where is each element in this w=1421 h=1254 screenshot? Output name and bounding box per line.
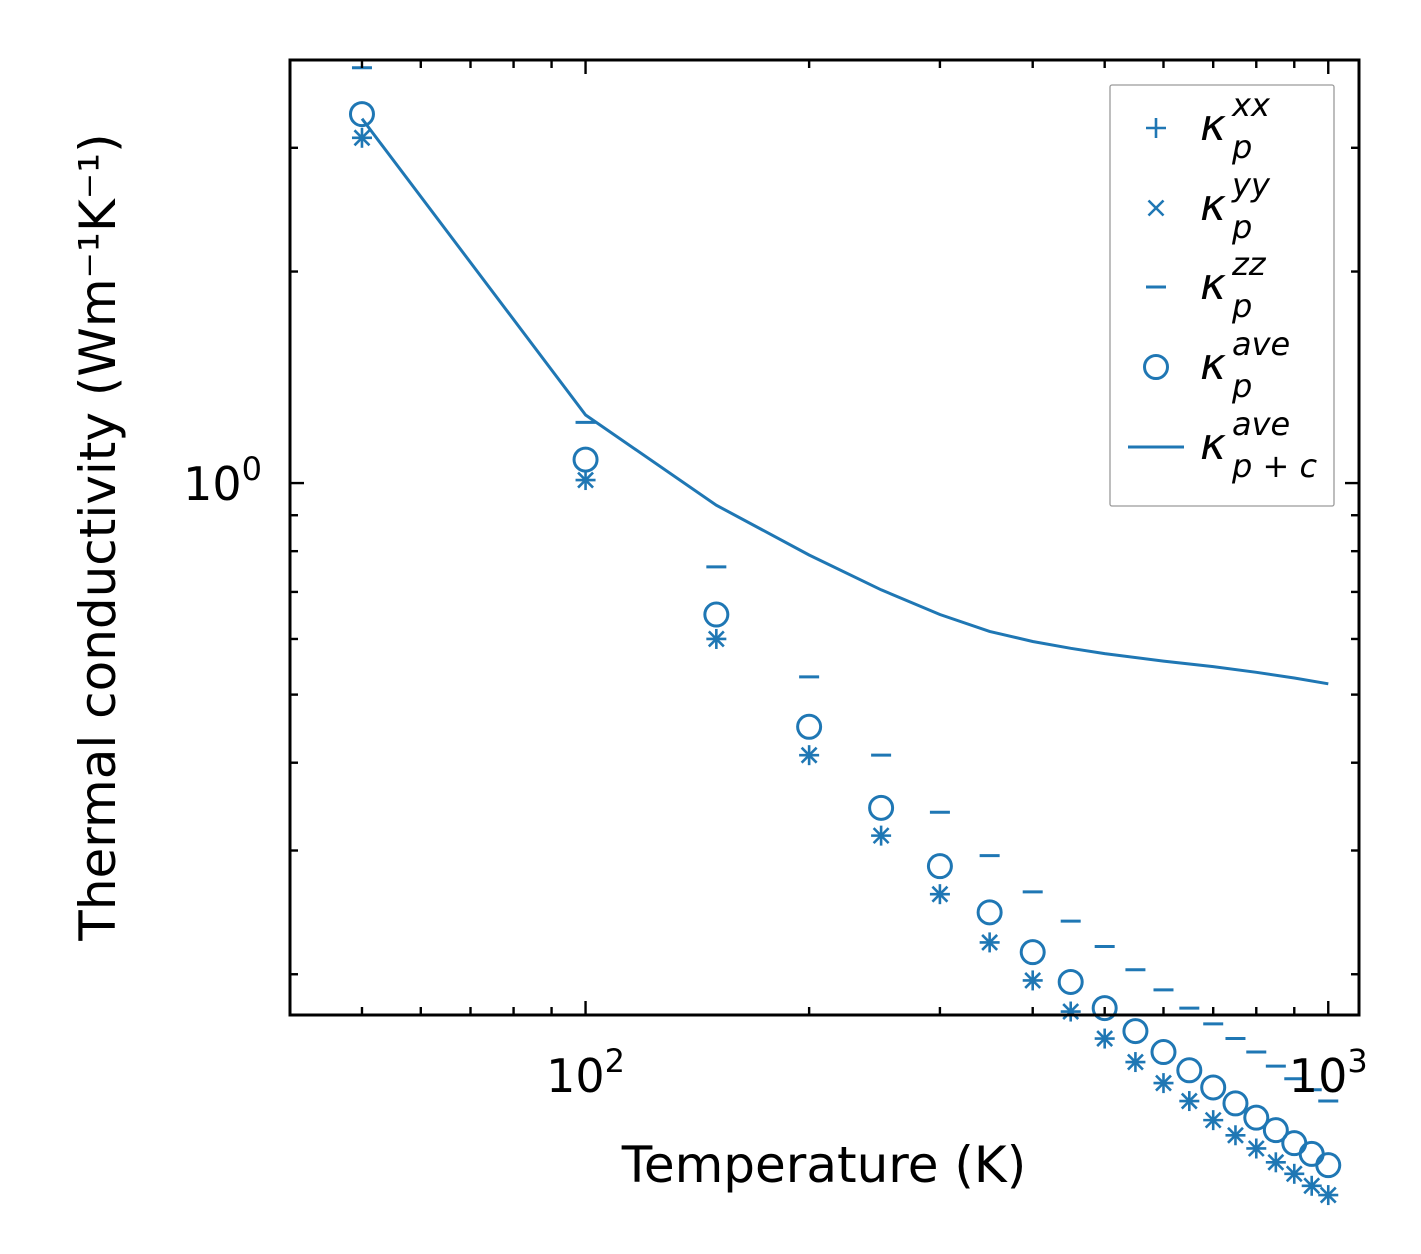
point-kave-450: [1057, 968, 1084, 995]
point-kave-800: [1243, 1104, 1270, 1131]
point-kyy-500: [1096, 1030, 1114, 1047]
point-kave-150: [703, 601, 730, 628]
point-kave-750: [1222, 1090, 1249, 1117]
legend: κ xx pκ yy pκ zz pκ ave pκ ave p + c: [1109, 84, 1335, 507]
point-kyy-650: [1180, 1092, 1198, 1110]
point-kyy-900: [1285, 1165, 1303, 1183]
legend-marker-plus: [1146, 118, 1166, 138]
point-kyy-950: [1303, 1177, 1321, 1195]
point-kyy-50: [353, 129, 371, 147]
y-tick-label-1: 100: [183, 450, 262, 511]
legend-label-kave: κ ave p: [1200, 325, 1290, 405]
point-kave-650: [1176, 1057, 1203, 1084]
legend-label-kzz: κ zz p: [1200, 245, 1267, 325]
point-kave-600: [1150, 1039, 1177, 1066]
legend-entry-kyy: κ yy p: [1147, 166, 1271, 246]
legend-entry-kxx: κ xx p: [1146, 86, 1271, 166]
x-tick-label-100: 102: [546, 1042, 625, 1103]
point-kave-350: [976, 899, 1003, 926]
point-kyy-300: [931, 885, 949, 903]
legend-label-kyy: κ yy p: [1200, 166, 1271, 246]
tick-labels: 102 103 100: [183, 450, 1368, 1103]
point-kave-500: [1091, 995, 1118, 1022]
point-kyy-850: [1267, 1153, 1285, 1171]
legend-entry-kave: κ ave p: [1143, 325, 1290, 405]
legend-entry-kzz: κ zz p: [1146, 245, 1267, 325]
legend-label-kxx: κ xx p: [1200, 86, 1271, 166]
point-kyy-1000: [1319, 1186, 1337, 1204]
point-kyy-200: [800, 746, 818, 764]
point-kave-200: [796, 713, 823, 740]
point-kyy-750: [1227, 1126, 1244, 1144]
point-kave-300: [926, 853, 953, 880]
legend-entry-kave_pc: κ ave p + c: [1128, 405, 1317, 485]
point-kyy-150: [707, 630, 725, 648]
point-kave-850: [1262, 1117, 1289, 1144]
point-kyy-550: [1127, 1053, 1144, 1071]
point-kave-1000: [1315, 1152, 1342, 1179]
point-kave-50: [348, 101, 375, 128]
point-kyy-400: [1024, 971, 1042, 989]
series-line-kave_pc: [360, 117, 1329, 686]
point-kyy-450: [1062, 1003, 1080, 1020]
x-axis-label: Temperature (K): [621, 1136, 1026, 1194]
point-kave-700: [1200, 1074, 1227, 1101]
point-kyy-800: [1247, 1140, 1265, 1157]
point-kave-550: [1122, 1018, 1149, 1045]
legend-marker-circle: [1143, 354, 1169, 380]
legend-frame: [1109, 84, 1335, 507]
legend-marker-x: [1147, 199, 1165, 217]
point-kave-400: [1019, 939, 1046, 966]
point-kyy-250: [872, 827, 890, 845]
point-kave-950: [1298, 1140, 1325, 1167]
point-kyy-700: [1204, 1111, 1222, 1129]
axes-frame: [288, 58, 1361, 1017]
point-kave-100: [572, 446, 599, 473]
point-kyy-350: [981, 933, 999, 951]
y-axis-label: Thermal conductivity (Wm⁻¹K⁻¹): [69, 133, 127, 941]
point-kyy-100: [577, 471, 594, 489]
x-tick-label-1000: 103: [1289, 1042, 1368, 1103]
point-kave-250: [868, 794, 895, 821]
point-kave-900: [1281, 1130, 1308, 1157]
point-kyy-600: [1155, 1074, 1172, 1092]
data-marks: [348, 66, 1342, 1206]
legend-label-kave_pc: κ ave p + c: [1200, 405, 1317, 485]
